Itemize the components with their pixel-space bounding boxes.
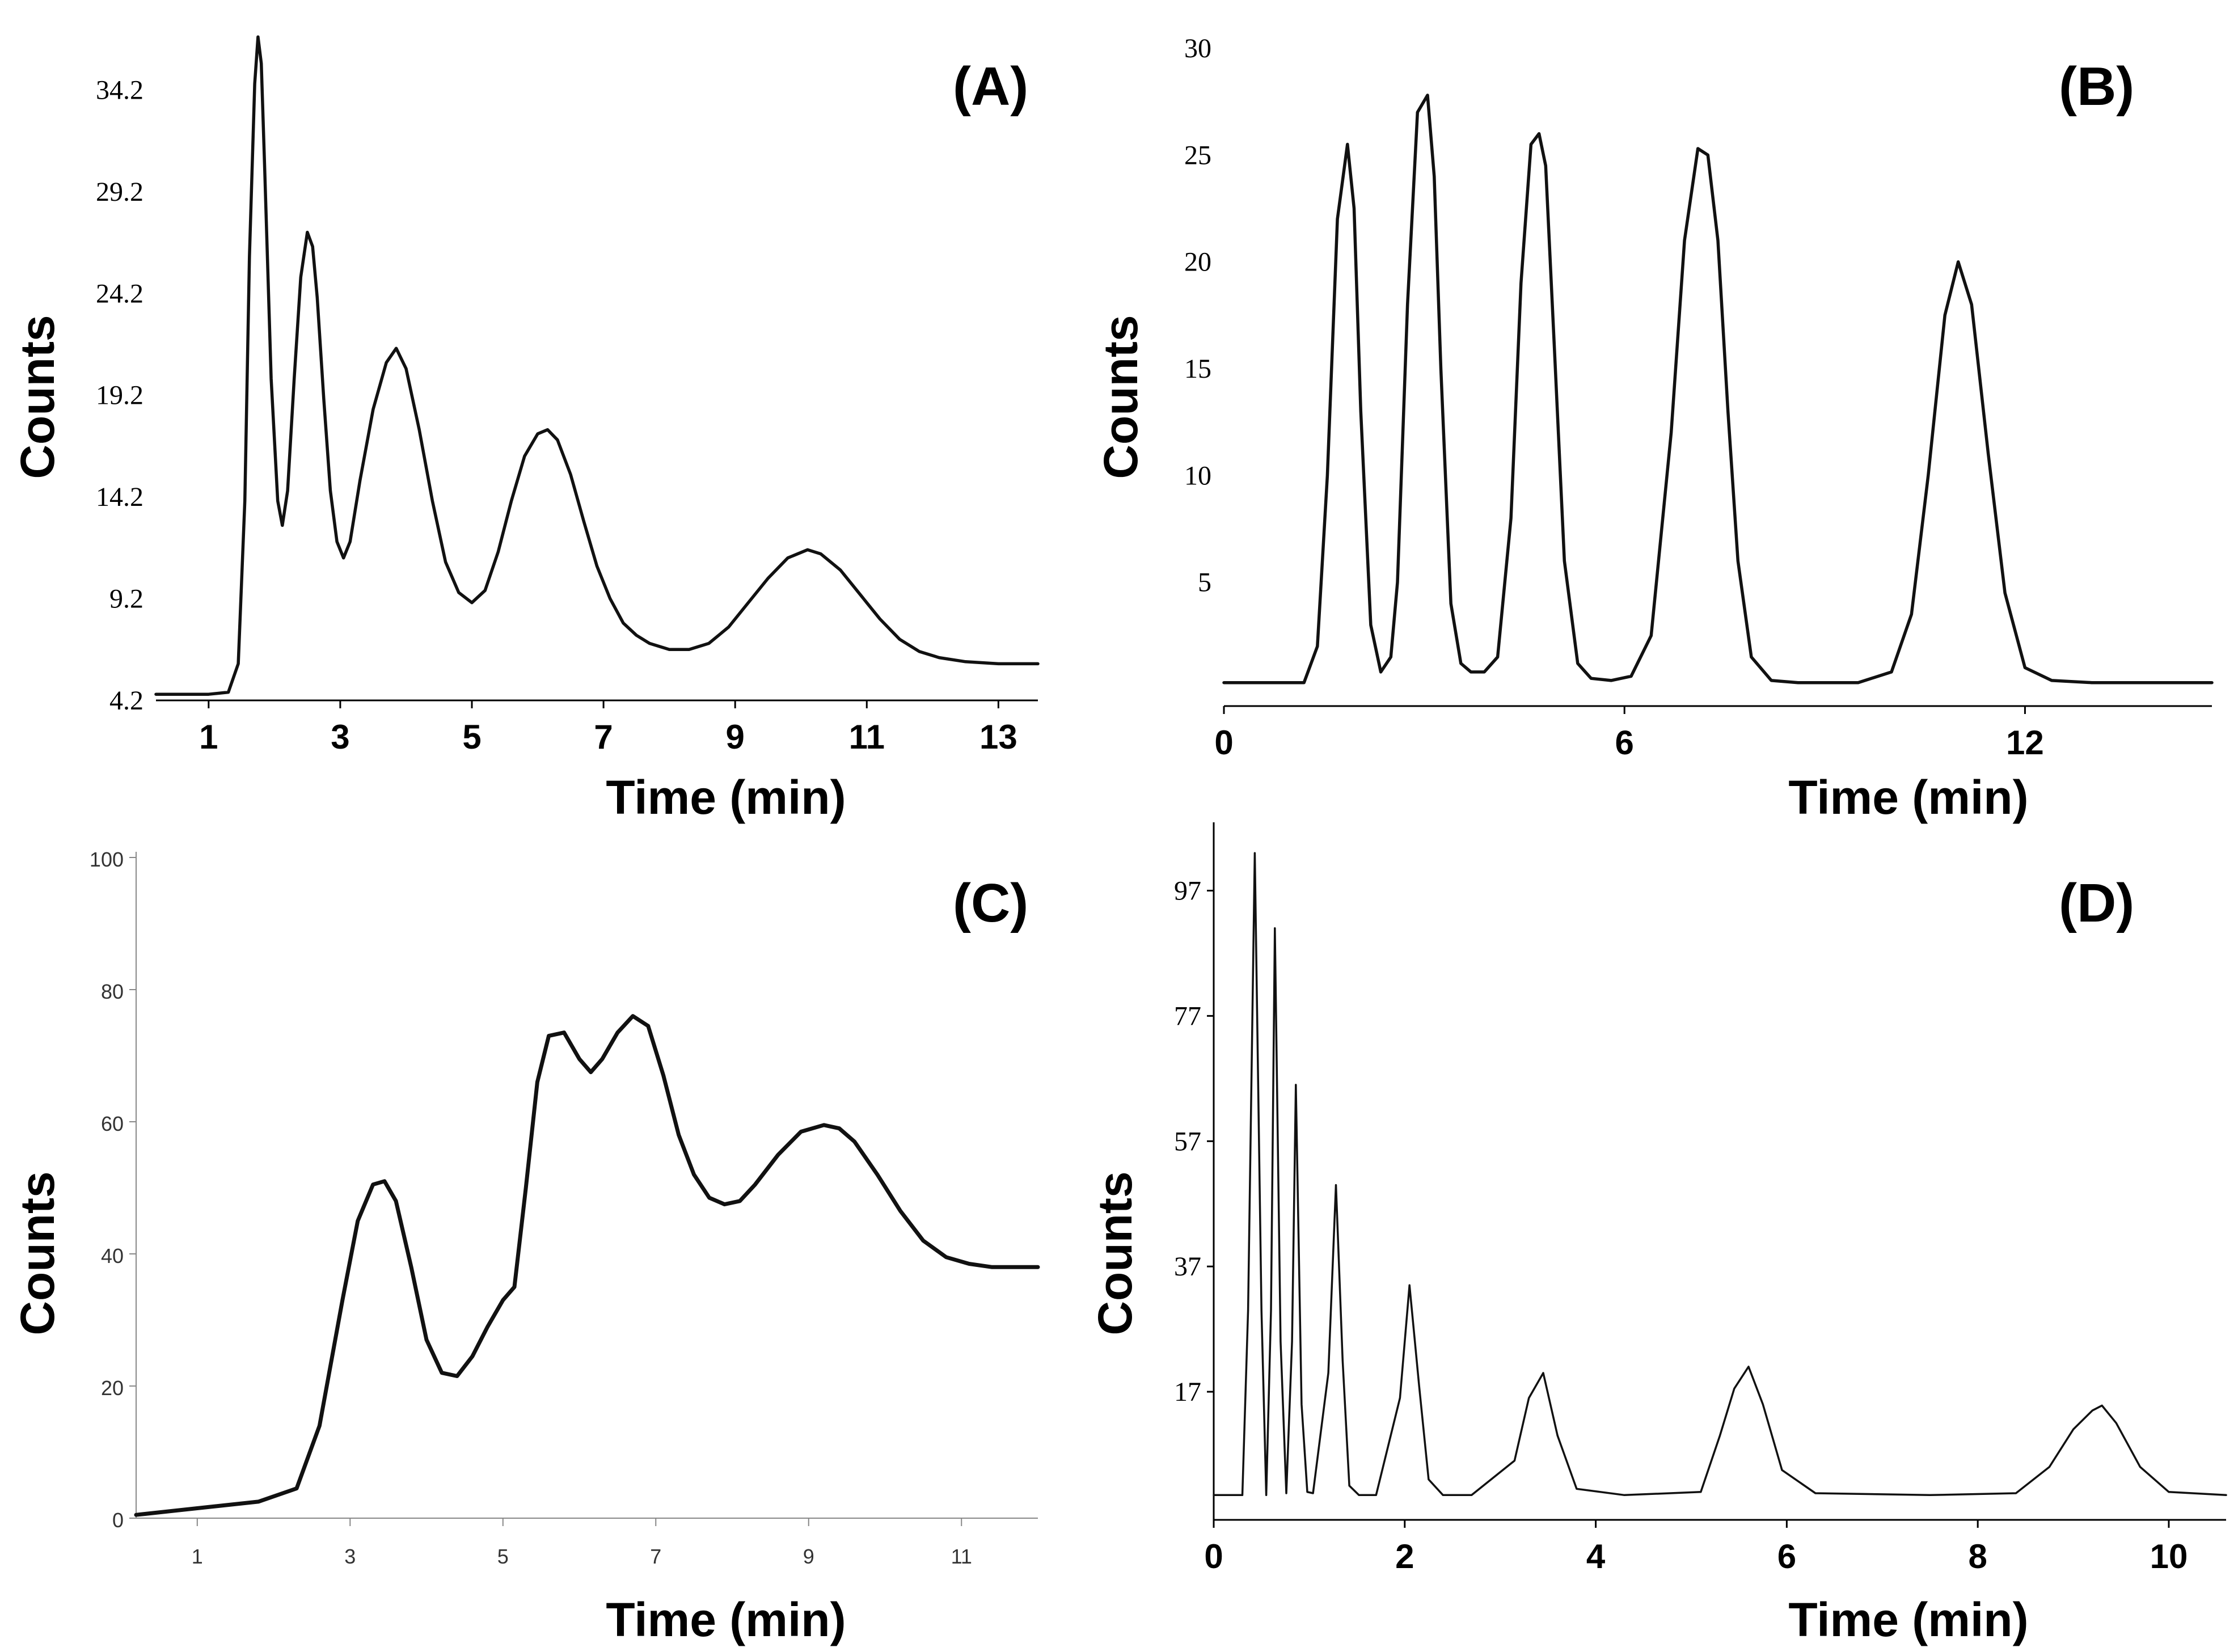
y-tick-label-b: 30: [1184, 33, 1211, 64]
series-line-a: [154, 35, 1040, 696]
x-tick-label-c: 1: [192, 1545, 203, 1568]
y-axis-title-a: Counts: [11, 315, 64, 479]
y-tick-label-a: 24.2: [96, 278, 143, 309]
x-tick-label-d: 8: [1968, 1537, 1987, 1575]
series-line-c: [134, 1014, 1040, 1517]
y-tick-label-c: 80: [101, 980, 124, 1003]
y-tick-label-b: 10: [1184, 460, 1211, 491]
x-tick-label-c: 9: [803, 1545, 814, 1568]
y-tick-label-b: 5: [1198, 568, 1211, 598]
y-tick-label-d: 37: [1174, 1252, 1201, 1282]
y-tick-label-d: 17: [1174, 1377, 1201, 1407]
x-tick-label-b: 0: [1214, 724, 1233, 762]
x-tick-label-a: 9: [726, 718, 745, 756]
x-tick-label-d: 10: [2150, 1537, 2188, 1575]
x-axis-title-b: Time (min): [1788, 771, 2028, 824]
y-tick-label-c: 20: [101, 1376, 124, 1400]
y-axis-title-b: Counts: [1094, 315, 1147, 479]
panel-a: 1 3 5 7 9 11 134.29.214.219.224.229.234.2 (A)Ti…: [11, 35, 1040, 824]
panel-title-a: (A): [953, 56, 1028, 117]
panel-title-c: (C): [953, 873, 1028, 933]
x-tick-label-c: 7: [650, 1545, 661, 1568]
series-line-b: [1222, 94, 2214, 685]
series-line-d: [1213, 852, 2227, 1497]
y-tick-label-a: 34.2: [96, 75, 143, 105]
y-tick-label-a: 4.2: [109, 686, 143, 716]
y-tick-label-c: 40: [101, 1244, 124, 1267]
y-tick-label-b: 15: [1184, 354, 1211, 384]
y-tick-label-c: 100: [90, 848, 124, 871]
x-tick-label-d: 0: [1204, 1537, 1223, 1575]
x-tick-label-b: 12: [2006, 724, 2044, 762]
x-tick-label-a: 5: [462, 718, 481, 756]
panel-b: 0 6 12 5 10 15 20 25 30 (B) Time (min) Counts: [1094, 33, 2214, 824]
y-tick-label-d: 97: [1174, 876, 1201, 906]
x-axis-title-d: Time (min): [1788, 1593, 2028, 1646]
panel-title-d: (D): [2059, 873, 2134, 933]
y-tick-label-a: 19.2: [96, 381, 143, 411]
panel-title-b: (B): [2059, 56, 2134, 117]
y-tick-label-d: 57: [1174, 1126, 1201, 1156]
x-tick-label-a: 7: [594, 718, 613, 756]
y-axis-title-d: Counts: [1088, 1171, 1142, 1335]
x-tick-label-a: 1: [199, 718, 218, 756]
x-axis-title-a: Time (min): [606, 771, 846, 824]
y-tick-label-c: 60: [101, 1112, 124, 1135]
y-tick-label-b: 20: [1184, 247, 1211, 277]
y-tick-label-a: 29.2: [96, 177, 143, 207]
x-tick-label-d: 2: [1395, 1537, 1414, 1575]
y-tick-label-a: 9.2: [109, 584, 143, 614]
y-tick-label-b: 25: [1184, 140, 1211, 170]
panel-d: 0 2 4 6 8 10 17 37 57 77 97 (D) Time (min) Counts: [1088, 822, 2227, 1646]
x-tick-label-a: 11: [849, 718, 885, 756]
panel-c: 1 3 5 7 9 11 0 20 40 60 80 100 (C) Time (min) Counts: [11, 848, 1040, 1646]
y-tick-label-a: 14.2: [96, 482, 143, 512]
x-tick-label-c: 3: [344, 1545, 356, 1568]
x-tick-label-c: 5: [497, 1545, 509, 1568]
y-tick-label-c: 0: [112, 1509, 124, 1532]
x-tick-label-b: 6: [1615, 724, 1634, 762]
x-tick-label-a: 3: [331, 718, 349, 756]
x-tick-label-c: 11: [951, 1545, 972, 1568]
x-tick-label-a: 13: [979, 718, 1017, 756]
y-tick-label-d: 77: [1174, 1001, 1201, 1031]
x-axis-title-c: Time (min): [606, 1593, 846, 1646]
x-tick-label-d: 4: [1586, 1537, 1606, 1575]
y-axis-title-c: Counts: [11, 1171, 64, 1335]
x-tick-label-d: 6: [1777, 1537, 1796, 1575]
